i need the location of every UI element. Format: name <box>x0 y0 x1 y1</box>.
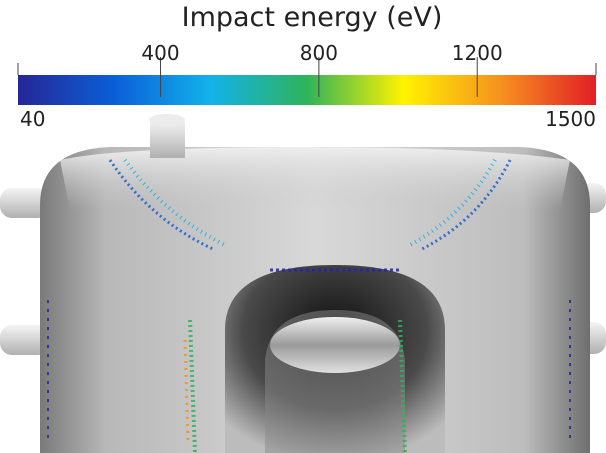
visualization: Impact energy (eV) 40 1500 400 800 1200 <box>0 0 606 453</box>
colorbar-tick-label: 1200 <box>452 41 503 65</box>
cavity-render <box>0 114 606 453</box>
colorbar <box>18 75 596 105</box>
colorbar-max-label: 1500 <box>545 107 596 131</box>
colorbar-title: Impact energy (eV) <box>182 2 443 33</box>
colorbar-min-label: 40 <box>20 107 45 131</box>
colorbar-tick-label: 800 <box>300 41 338 65</box>
colorbar-tick-label: 400 <box>141 41 179 65</box>
